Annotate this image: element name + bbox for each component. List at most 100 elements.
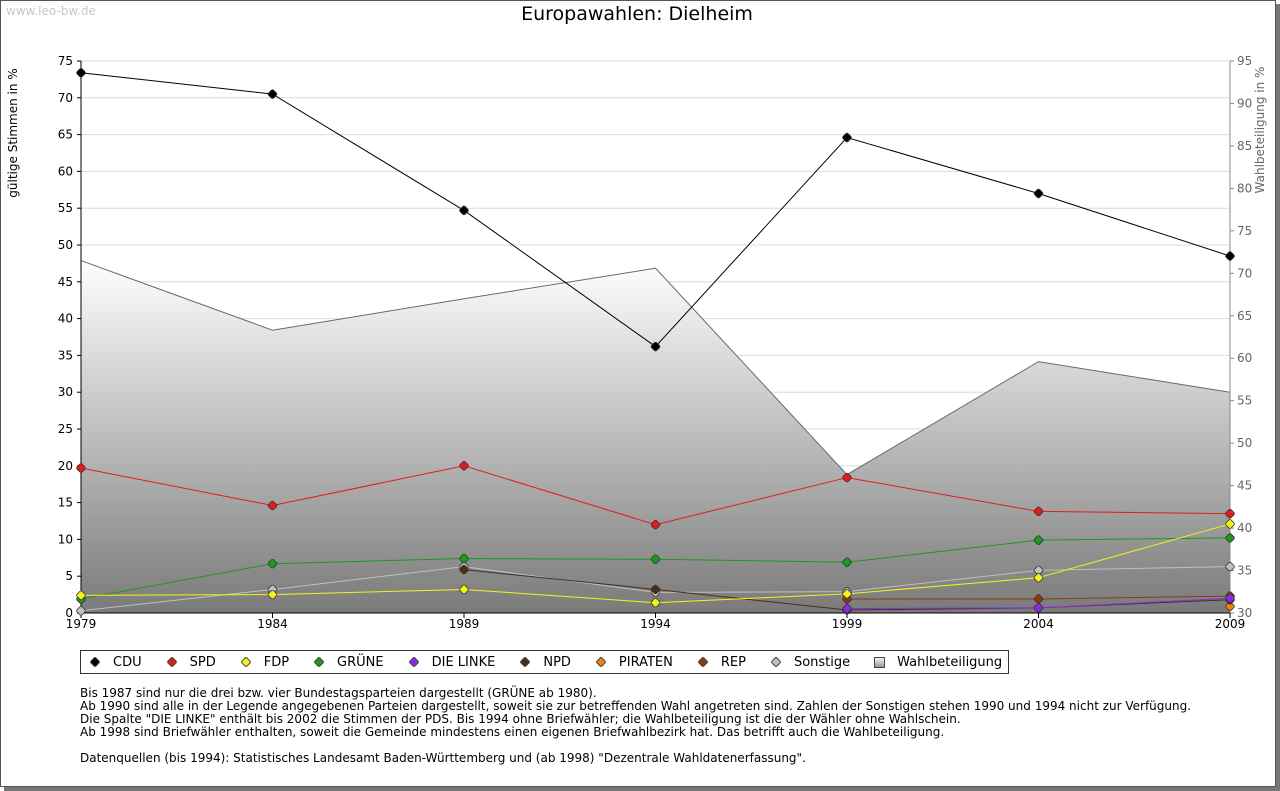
point-spd: [1033, 506, 1044, 517]
legend-marker: [407, 656, 420, 668]
point-npd: [650, 584, 661, 595]
y-tick-label: 15: [58, 496, 73, 510]
y2-tick-label: 90: [1237, 96, 1252, 110]
legend-label: PIRATEN: [618, 654, 673, 670]
point-spd: [459, 461, 469, 471]
y-tick-label: 5: [65, 569, 73, 583]
y-tick-label: 20: [58, 459, 73, 473]
point-spd: [76, 463, 86, 473]
legend-item-wahlbeteiligung: Wahlbeteiligung: [872, 655, 1002, 670]
y-tick-label: 30: [58, 385, 73, 399]
y-tick-label: 75: [58, 54, 73, 68]
y2-tick-label: 70: [1237, 266, 1252, 280]
chart-svg: 0 5 10 15 20 25 30 35 40 45 50 55 60 65 70 75 30 35 40 45 50…: [6, 54, 1267, 631]
chart-title: Europawahlen: Dielheim: [521, 3, 753, 25]
point-sonstige: [1033, 565, 1044, 576]
y-tick-label: 45: [58, 275, 73, 289]
legend-marker: [697, 656, 709, 668]
x-tick-label: 2009: [1215, 617, 1246, 631]
y2-axis-title: Wahlbeteiligung in %: [1253, 67, 1267, 194]
point-cdu: [650, 341, 661, 352]
point-fdp: [650, 597, 661, 608]
legend-item-sonstige: Sonstige: [768, 655, 850, 670]
legend-marker: [89, 656, 101, 668]
y-tick-label: 10: [58, 532, 73, 546]
notes: Bis 1987 sind nur die drei bzw. vier Bun…: [80, 687, 1191, 765]
legend-label: SPD: [189, 654, 216, 670]
point-cdu: [1225, 251, 1235, 261]
x-tick-label: 1989: [449, 617, 480, 631]
point-gr-ne: [842, 557, 852, 567]
legend-label: REP: [720, 654, 746, 670]
point-sonstige: [1225, 561, 1235, 572]
point-fdp: [267, 589, 278, 600]
legend-label: CDU: [113, 654, 142, 670]
y-tick-label: 55: [58, 201, 73, 215]
legend-label: Wahlbeteiligung: [897, 654, 1003, 670]
y-tick-label: 70: [58, 91, 73, 105]
legend-item-die-linke: DIE LINKE: [406, 654, 496, 670]
point-fdp: [459, 584, 469, 595]
point-fdp: [1225, 519, 1235, 529]
y2-tick-label: 75: [1237, 224, 1252, 238]
y2-tick-label: 30: [1237, 606, 1252, 620]
point-die-linke: [1225, 593, 1235, 604]
point-gr-ne: [650, 554, 661, 565]
point-gr-ne: [459, 553, 469, 564]
y2-tick-label: 60: [1237, 351, 1252, 365]
legend-label: DIE LINKE: [431, 654, 496, 670]
legend-item-rep: REP: [695, 655, 746, 670]
legend-item-spd: SPD: [164, 655, 216, 670]
note-line: Ab 1998 sind Briefwähler enthalten, sowe…: [80, 725, 945, 739]
point-piraten: [1225, 601, 1235, 612]
legend-marker: [519, 656, 532, 668]
legend-marker: [165, 656, 178, 668]
y-tick-label: 65: [58, 128, 73, 142]
point-gr-ne: [267, 558, 278, 569]
y2-tick-label: 40: [1237, 521, 1252, 535]
x-tick-label: 1994: [640, 617, 671, 631]
point-cdu: [267, 89, 278, 99]
point-rep: [1033, 594, 1044, 604]
y-axis-title: gültige Stimmen in %: [6, 68, 20, 197]
y2-tick-label: 50: [1237, 436, 1252, 450]
y2-tick-label: 55: [1237, 394, 1252, 408]
point-cdu: [1033, 188, 1044, 199]
point-die-linke: [842, 603, 852, 614]
legend-marker: [313, 656, 325, 668]
x-tick-label: 1979: [66, 617, 97, 631]
point-die-linke: [1033, 603, 1044, 613]
legend-item-piraten: PIRATEN: [593, 655, 673, 670]
legend-item-npd: NPD: [517, 655, 571, 670]
x-tick-label: 1984: [257, 617, 288, 631]
point-npd: [459, 564, 469, 575]
turnout-area-line: [80, 260, 1231, 476]
watermark: www.leo-bw.de: [6, 4, 96, 18]
legend-item-fdp: FDP: [238, 655, 289, 670]
legend-label: Sonstige: [793, 654, 851, 670]
legend-label: FDP: [263, 654, 290, 670]
point-cdu: [842, 132, 852, 143]
note-line: Ab 1990 sind alle in der Legende angegeb…: [80, 699, 1192, 713]
y-tick-label: 40: [58, 312, 73, 326]
y-tick-label: 25: [58, 422, 73, 436]
x-tick-label: 2004: [1023, 617, 1054, 631]
legend-label: NPD: [543, 654, 571, 670]
point-gr-ne: [1033, 535, 1044, 545]
legend-label: GRÜNE: [337, 654, 384, 670]
y2-tick-label: 95: [1237, 54, 1252, 68]
point-cdu: [459, 205, 469, 216]
legend-marker: [770, 656, 782, 668]
note-line: Bis 1987 sind nur die drei bzw. vier Bun…: [80, 686, 597, 700]
legend-marker: [240, 656, 252, 668]
legend-swatch: [874, 656, 886, 668]
legend-item-cdu: CDU: [87, 655, 142, 670]
point-spd: [267, 500, 278, 511]
legend-marker: [595, 656, 607, 668]
y-tick-label: 60: [58, 164, 73, 178]
point-sonstige: [76, 606, 86, 616]
point-cdu: [76, 68, 86, 78]
y2-tick-label: 45: [1237, 479, 1252, 493]
point-fdp: [842, 589, 852, 599]
y2-tick-label: 85: [1237, 139, 1252, 153]
